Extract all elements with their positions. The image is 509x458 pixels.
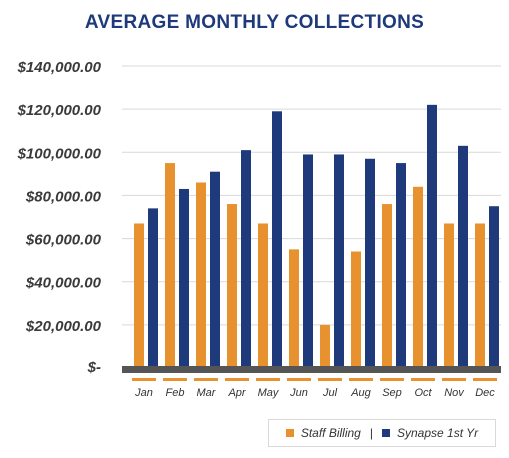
- legend-label-synapse-1st-yr: Synapse 1st Yr: [396, 426, 479, 440]
- bar-staff-billing-feb: [165, 163, 175, 368]
- x-axis: [122, 366, 501, 381]
- x-axis-marker-may: [256, 378, 280, 381]
- legend-separator: |: [369, 426, 373, 440]
- x-tick-label-feb: Feb: [166, 387, 185, 399]
- y-tick-label: $60,000.00: [25, 232, 102, 249]
- bar-synapse-1st-yr-jan: [148, 208, 158, 368]
- y-axis-ticks: $- $20,000.00 $40,000.00 $60,000.00 $80,000.…: [17, 59, 102, 376]
- bar-staff-billing-oct: [413, 186, 423, 368]
- legend-label-staff-billing: Staff Billing: [300, 426, 361, 440]
- bar-synapse-1st-yr-feb: [179, 188, 189, 368]
- bar-staff-billing-jun: [289, 249, 299, 368]
- x-axis-marker-feb: [163, 378, 187, 381]
- x-tick-label-aug: Aug: [350, 387, 371, 399]
- bar-synapse-1st-yr-aug: [365, 158, 375, 368]
- x-axis-marker-oct: [411, 378, 435, 381]
- x-axis-marker-dec: [473, 378, 497, 381]
- y-tick-label: $-: [87, 359, 101, 376]
- bar-synapse-1st-yr-oct: [427, 104, 437, 368]
- x-tick-label-oct: Oct: [414, 387, 432, 399]
- y-tick-label: $40,000.00: [25, 275, 102, 292]
- x-tick-label-mar: Mar: [197, 387, 217, 399]
- bar-synapse-1st-yr-mar: [210, 171, 220, 368]
- legend-item-staff-billing: Staff Billing: [285, 426, 361, 440]
- x-axis-marker-aug: [349, 378, 373, 381]
- bar-synapse-1st-yr-sep: [396, 163, 406, 368]
- x-tick-label-apr: Apr: [227, 387, 246, 399]
- bar-synapse-1st-yr-dec: [489, 206, 499, 368]
- y-tick-label: $80,000.00: [25, 188, 102, 205]
- legend: Staff Billing | Synapse 1st Yr: [268, 419, 496, 447]
- x-axis-marker-mar: [194, 378, 218, 381]
- x-axis-bar: [122, 366, 501, 373]
- bar-staff-billing-jan: [134, 223, 144, 368]
- bar-staff-billing-jul: [320, 324, 330, 368]
- x-tick-label-sep: Sep: [382, 387, 402, 399]
- bar-synapse-1st-yr-jun: [303, 154, 313, 368]
- legend-swatch-staff-billing: [285, 429, 294, 437]
- bar-staff-billing-dec: [475, 223, 485, 368]
- y-tick-label: $20,000.00: [25, 318, 102, 335]
- x-tick-label-jun: Jun: [289, 387, 308, 399]
- x-tick-label-dec: Dec: [475, 387, 495, 399]
- x-axis-ticks: Jan Feb Mar Apr May Jun Jul Aug Sep Oct Nov Dec: [134, 387, 495, 399]
- x-axis-marker-sep: [380, 378, 404, 381]
- x-axis-marker-jan: [132, 378, 156, 381]
- x-axis-marker-jun: [287, 378, 311, 381]
- x-axis-marker-apr: [225, 378, 249, 381]
- bar-staff-billing-nov: [444, 223, 454, 368]
- bar-synapse-1st-yr-may: [272, 111, 282, 369]
- bar-staff-billing-sep: [382, 204, 392, 368]
- x-tick-label-jan: Jan: [134, 387, 153, 399]
- bar-staff-billing-aug: [351, 251, 361, 368]
- bars: [134, 104, 499, 369]
- bar-staff-billing-may: [258, 223, 268, 368]
- legend-item-synapse-1st-yr: Synapse 1st Yr: [381, 426, 479, 440]
- x-axis-marker-nov: [442, 378, 466, 381]
- y-tick-label: $140,000.00: [17, 59, 102, 76]
- x-tick-label-nov: Nov: [444, 387, 465, 399]
- bar-synapse-1st-yr-jul: [334, 154, 344, 368]
- bar-staff-billing-apr: [227, 204, 237, 368]
- bar-staff-billing-mar: [196, 182, 206, 368]
- chart-title: AVERAGE MONTHLY COLLECTIONS: [84, 12, 425, 33]
- y-tick-label: $120,000.00: [17, 102, 102, 119]
- y-tick-label: $100,000.00: [17, 145, 102, 162]
- bar-synapse-1st-yr-apr: [241, 150, 251, 368]
- x-tick-label-may: May: [258, 387, 280, 399]
- x-axis-marker-jul: [318, 378, 342, 381]
- legend-swatch-synapse-1st-yr: [381, 429, 390, 437]
- x-tick-label-jul: Jul: [322, 387, 338, 399]
- bar-synapse-1st-yr-nov: [458, 145, 468, 368]
